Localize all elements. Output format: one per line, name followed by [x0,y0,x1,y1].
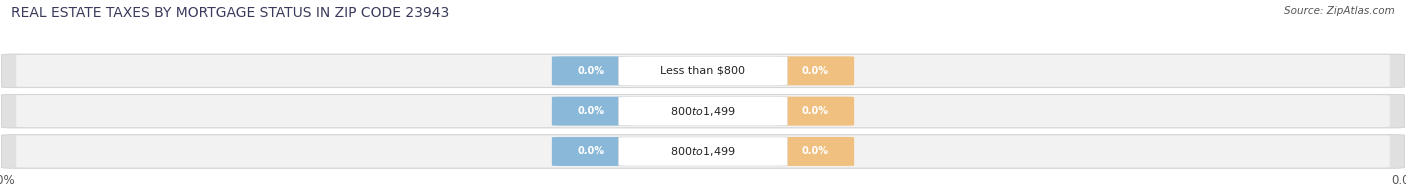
Text: REAL ESTATE TAXES BY MORTGAGE STATUS IN ZIP CODE 23943: REAL ESTATE TAXES BY MORTGAGE STATUS IN … [11,6,450,20]
FancyBboxPatch shape [619,137,787,166]
FancyBboxPatch shape [1,135,1405,168]
Text: Less than $800: Less than $800 [661,66,745,76]
Text: $800 to $1,499: $800 to $1,499 [671,105,735,118]
FancyBboxPatch shape [15,136,1391,168]
Text: 0.0%: 0.0% [576,146,605,156]
Text: 0.0%: 0.0% [576,66,605,76]
Text: $800 to $1,499: $800 to $1,499 [671,145,735,158]
FancyBboxPatch shape [551,97,630,126]
Text: 0.0%: 0.0% [801,66,830,76]
Text: Source: ZipAtlas.com: Source: ZipAtlas.com [1284,6,1395,16]
FancyBboxPatch shape [551,137,630,166]
Text: 0.0%: 0.0% [576,106,605,116]
FancyBboxPatch shape [15,55,1391,87]
FancyBboxPatch shape [1,94,1405,128]
FancyBboxPatch shape [778,137,855,166]
FancyBboxPatch shape [619,97,787,126]
FancyBboxPatch shape [551,56,630,85]
FancyBboxPatch shape [619,56,787,85]
FancyBboxPatch shape [778,97,855,126]
FancyBboxPatch shape [1,54,1405,88]
FancyBboxPatch shape [778,56,855,85]
FancyBboxPatch shape [15,95,1391,127]
Text: 0.0%: 0.0% [801,106,830,116]
Text: 0.0%: 0.0% [801,146,830,156]
